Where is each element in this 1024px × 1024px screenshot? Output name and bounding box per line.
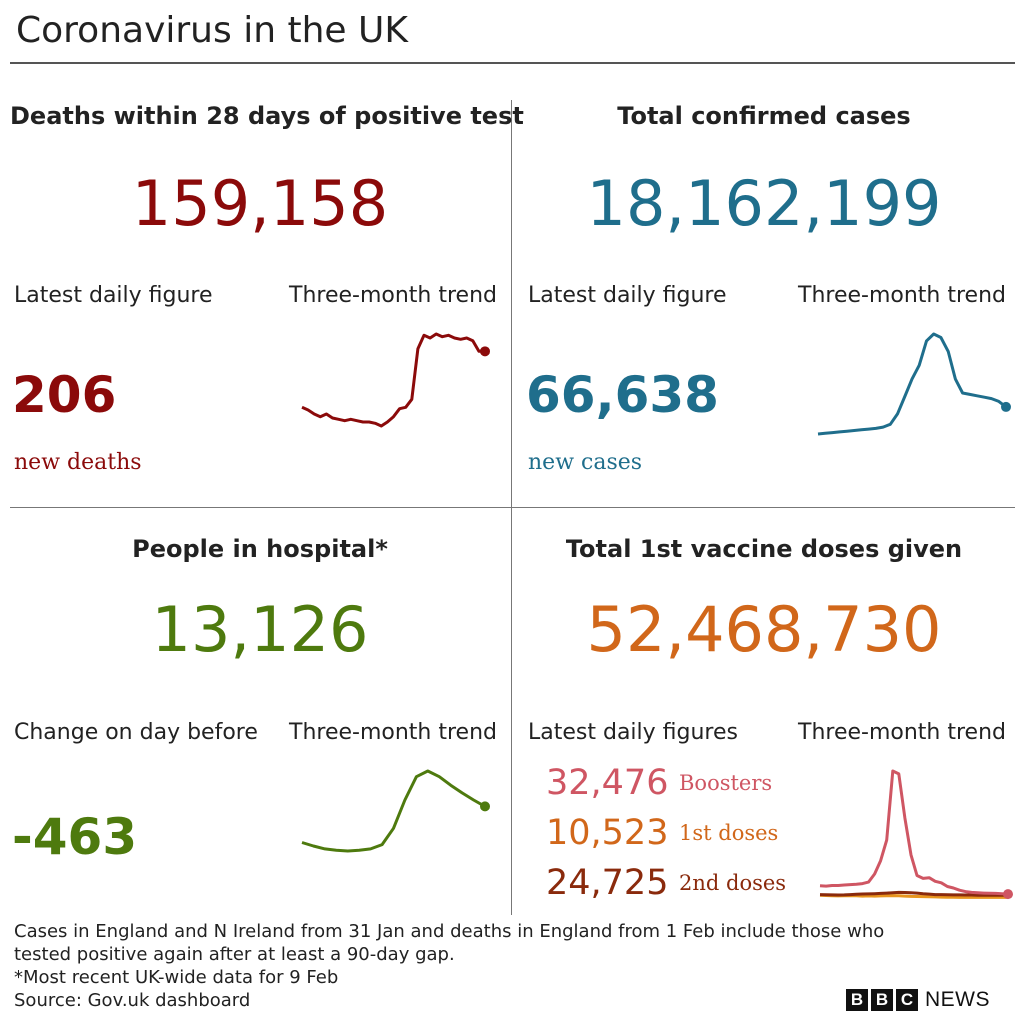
logo-letter: B	[846, 989, 868, 1011]
footnote-line-2: tested positive again after at least a 9…	[14, 944, 455, 965]
cases-sparkline	[817, 332, 1011, 436]
hospital-sparkline	[301, 769, 490, 853]
deaths-daily-value: 206	[12, 366, 117, 424]
deaths-total: 159,158	[131, 167, 389, 240]
hospital-trend-label: Three-month trend	[289, 720, 497, 745]
deaths-heading: Deaths within 28 days of positive test	[10, 102, 524, 130]
logo-letter: C	[896, 989, 918, 1011]
deaths-sparkline	[301, 332, 490, 428]
cases-trend-endpoint	[1001, 401, 1011, 412]
vaccine-total: 52,468,730	[586, 593, 942, 666]
footnote-line-1: Cases in England and N Ireland from 31 J…	[14, 921, 885, 942]
vaccine-trend-endpoint	[1003, 889, 1013, 900]
cases-trend-line	[817, 332, 1007, 436]
boosters-value: 32,476	[546, 763, 669, 803]
deaths-trend-label: Three-month trend	[289, 283, 497, 308]
cases-total: 18,162,199	[586, 167, 942, 240]
deaths-unit: new deaths	[14, 450, 142, 475]
vaccine-trend-label: Three-month trend	[798, 720, 1006, 745]
hospital-trend-endpoint	[480, 801, 490, 812]
boosters-label: Boosters	[679, 771, 773, 795]
page-title: Coronavirus in the UK	[16, 10, 408, 51]
bbc-news-logo: B B C NEWS	[846, 988, 990, 1012]
hospital-total: 13,126	[151, 593, 369, 666]
hospital-latest-label: Change on day before	[14, 720, 258, 745]
cases-heading: Total confirmed cases	[617, 102, 911, 130]
hospital-heading: People in hospital*	[132, 535, 388, 563]
hospital-trend-line	[301, 769, 486, 853]
horizontal-divider	[10, 507, 1015, 508]
deaths-trend-endpoint	[480, 346, 490, 357]
cases-latest-label: Latest daily figure	[528, 283, 727, 308]
boosters-trend-line	[819, 769, 1009, 896]
cases-unit: new cases	[528, 450, 643, 475]
cases-daily-value: 66,638	[526, 366, 719, 424]
deaths-trend-line	[301, 332, 485, 428]
vaccine-sparkline	[819, 769, 1013, 900]
vaccine-heading: Total 1st vaccine doses given	[565, 535, 963, 563]
source-line: Source: Gov.uk dashboard	[14, 990, 251, 1011]
vaccine-latest-label: Latest daily figures	[528, 720, 738, 745]
logo-news: NEWS	[925, 988, 990, 1011]
deaths-latest-label: Latest daily figure	[14, 283, 213, 308]
title-rule	[10, 62, 1015, 64]
first-doses-value: 10,523	[546, 813, 669, 853]
hospital-daily-value: -463	[12, 808, 138, 866]
second-doses-label: 2nd doses	[679, 871, 787, 895]
logo-letter: B	[871, 989, 893, 1011]
second-doses-trend-line	[819, 890, 1008, 897]
first-doses-label: 1st doses	[679, 821, 779, 845]
footnote-line-3: *Most recent UK-wide data for 9 Feb	[14, 967, 339, 988]
cases-trend-label: Three-month trend	[798, 283, 1006, 308]
second-doses-value: 24,725	[546, 863, 669, 903]
